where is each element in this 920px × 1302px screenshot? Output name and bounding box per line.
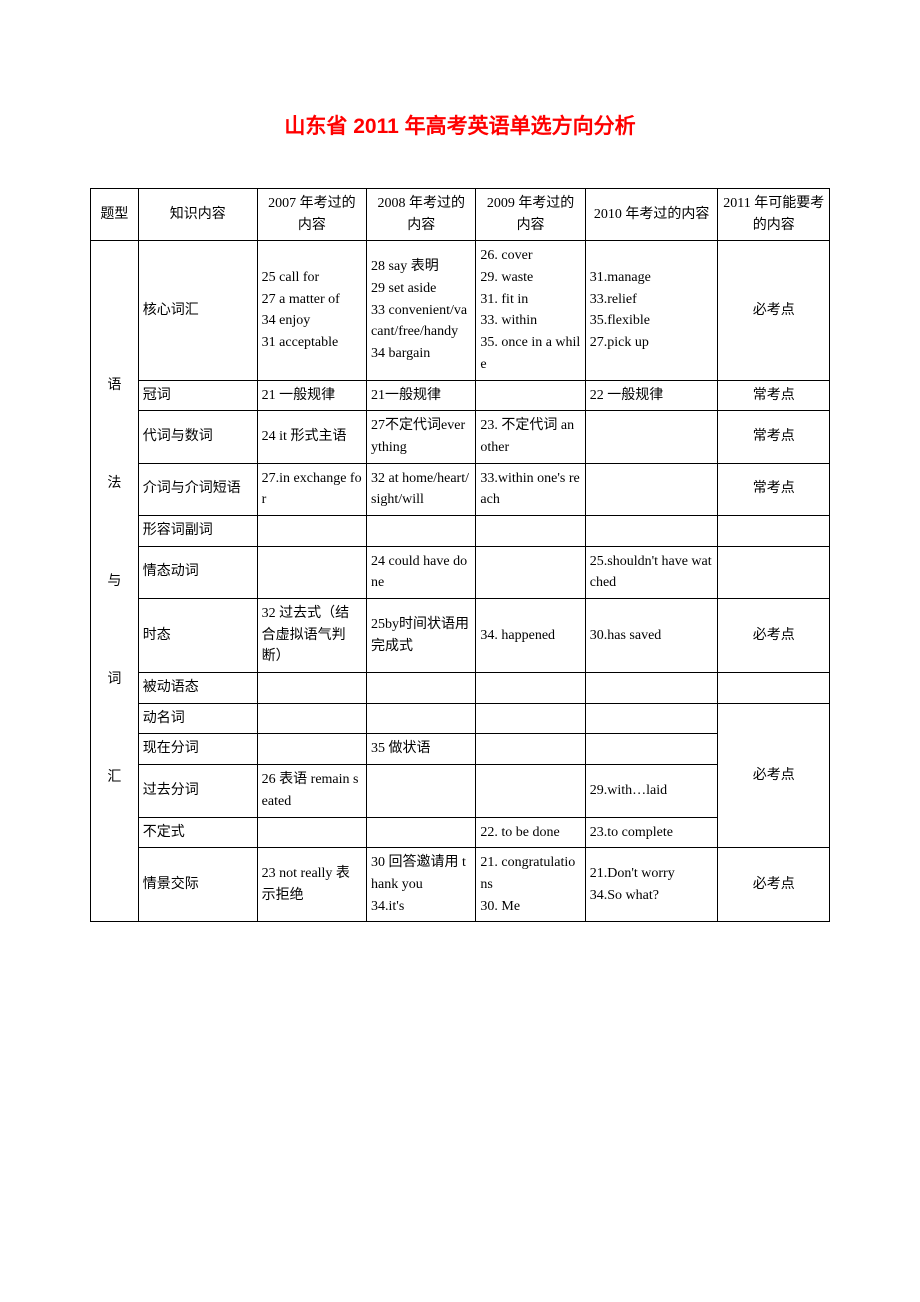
cell-2009: 22. to be done bbox=[476, 817, 585, 848]
cell-2010: 23.to complete bbox=[585, 817, 718, 848]
cell-2009 bbox=[476, 703, 585, 734]
cell-2007 bbox=[257, 703, 366, 734]
cell-2008: 32 at home/heart/sight/will bbox=[367, 463, 476, 515]
cell-2011: 必考点 bbox=[718, 241, 830, 380]
topic-cell: 核心词汇 bbox=[138, 241, 257, 380]
table-row: 情景交际 23 not really 表示拒绝 30 回答邀请用 thank y… bbox=[91, 848, 830, 922]
table-row: 被动语态 bbox=[91, 673, 830, 704]
topic-cell: 被动语态 bbox=[138, 673, 257, 704]
cell-2009 bbox=[476, 734, 585, 765]
col-header-type: 题型 bbox=[91, 189, 139, 241]
col-header-2011: 2011 年可能要考的内容 bbox=[718, 189, 830, 241]
cell-2011: 必考点 bbox=[718, 599, 830, 673]
table-row: 形容词副词 bbox=[91, 515, 830, 546]
topic-cell: 时态 bbox=[138, 599, 257, 673]
topic-cell: 情态动词 bbox=[138, 546, 257, 598]
cell-2010: 22 一般规律 bbox=[585, 380, 718, 411]
cell-2008 bbox=[367, 765, 476, 817]
cell-2008 bbox=[367, 817, 476, 848]
cell-2010 bbox=[585, 463, 718, 515]
cell-2008 bbox=[367, 673, 476, 704]
topic-cell: 过去分词 bbox=[138, 765, 257, 817]
cell-2008: 30 回答邀请用 thank you34.it's bbox=[367, 848, 476, 922]
cell-2007: 21 一般规律 bbox=[257, 380, 366, 411]
cell-2007 bbox=[257, 734, 366, 765]
cell-2009: 23. 不定代词 another bbox=[476, 411, 585, 463]
col-header-2007: 2007 年考过的内容 bbox=[257, 189, 366, 241]
cell-2010 bbox=[585, 411, 718, 463]
table-header-row: 题型 知识内容 2007 年考过的内容 2008 年考过的内容 2009 年考过… bbox=[91, 189, 830, 241]
topic-cell: 冠词 bbox=[138, 380, 257, 411]
cell-2008: 27不定代词everything bbox=[367, 411, 476, 463]
topic-cell: 不定式 bbox=[138, 817, 257, 848]
cell-2009 bbox=[476, 515, 585, 546]
cell-2007 bbox=[257, 673, 366, 704]
cell-2010: 31.manage33.relief35.flexible27.pick up bbox=[585, 241, 718, 380]
col-header-topic: 知识内容 bbox=[138, 189, 257, 241]
cell-2009 bbox=[476, 765, 585, 817]
cell-2007: 27.in exchange for bbox=[257, 463, 366, 515]
document-page: 山东省 2011 年高考英语单选方向分析 题型 知识内容 2007 年考过的内容… bbox=[0, 0, 920, 982]
cell-2009 bbox=[476, 380, 585, 411]
table-row: 冠词 21 一般规律 21一般规律 22 一般规律 常考点 bbox=[91, 380, 830, 411]
analysis-table: 题型 知识内容 2007 年考过的内容 2008 年考过的内容 2009 年考过… bbox=[90, 188, 830, 922]
cell-2011: 常考点 bbox=[718, 463, 830, 515]
cell-2010 bbox=[585, 734, 718, 765]
cell-2009: 34. happened bbox=[476, 599, 585, 673]
cell-2008: 35 做状语 bbox=[367, 734, 476, 765]
cell-2007 bbox=[257, 817, 366, 848]
topic-cell: 代词与数词 bbox=[138, 411, 257, 463]
table-row: 时态 32 过去式（结合虚拟语气判断） 25by时间状语用完成式 34. hap… bbox=[91, 599, 830, 673]
col-header-2008: 2008 年考过的内容 bbox=[367, 189, 476, 241]
cell-2010 bbox=[585, 515, 718, 546]
cell-2011: 常考点 bbox=[718, 380, 830, 411]
cell-2007 bbox=[257, 515, 366, 546]
table-row: 介词与介词短语 27.in exchange for 32 at home/he… bbox=[91, 463, 830, 515]
cell-2011: 常考点 bbox=[718, 411, 830, 463]
cell-2010 bbox=[585, 673, 718, 704]
topic-cell: 动名词 bbox=[138, 703, 257, 734]
topic-cell: 介词与介词短语 bbox=[138, 463, 257, 515]
table-row: 语 法 与 词 汇 核心词汇 25 call for27 a matter of… bbox=[91, 241, 830, 380]
cell-2008: 21一般规律 bbox=[367, 380, 476, 411]
cell-2007 bbox=[257, 546, 366, 598]
table-row: 情态动词 24 could have done 25.shouldn't hav… bbox=[91, 546, 830, 598]
col-header-2010: 2010 年考过的内容 bbox=[585, 189, 718, 241]
cell-2011 bbox=[718, 546, 830, 598]
page-title: 山东省 2011 年高考英语单选方向分析 bbox=[90, 110, 830, 140]
col-header-2009: 2009 年考过的内容 bbox=[476, 189, 585, 241]
topic-cell: 情景交际 bbox=[138, 848, 257, 922]
topic-cell: 形容词副词 bbox=[138, 515, 257, 546]
cell-2011-merged: 必考点 bbox=[718, 703, 830, 847]
topic-cell: 现在分词 bbox=[138, 734, 257, 765]
cell-2007: 25 call for27 a matter of34 enjoy31 acce… bbox=[257, 241, 366, 380]
cell-2007: 24 it 形式主语 bbox=[257, 411, 366, 463]
table-row: 代词与数词 24 it 形式主语 27不定代词everything 23. 不定… bbox=[91, 411, 830, 463]
cell-2011 bbox=[718, 515, 830, 546]
category-cell: 语 法 与 词 汇 bbox=[91, 241, 139, 922]
cell-2009: 26. cover29. waste31. fit in33. within35… bbox=[476, 241, 585, 380]
cell-2008: 28 say 表明29 set aside33 convenient/vacan… bbox=[367, 241, 476, 380]
cell-2010: 25.shouldn't have watched bbox=[585, 546, 718, 598]
table-row: 动名词 必考点 bbox=[91, 703, 830, 734]
cell-2011 bbox=[718, 673, 830, 704]
cell-2009 bbox=[476, 546, 585, 598]
cell-2009: 33.within one's reach bbox=[476, 463, 585, 515]
cell-2007: 26 表语 remain seated bbox=[257, 765, 366, 817]
cell-2007: 32 过去式（结合虚拟语气判断） bbox=[257, 599, 366, 673]
cell-2009: 21. congratulations30. Me bbox=[476, 848, 585, 922]
cell-2010 bbox=[585, 703, 718, 734]
cell-2008: 24 could have done bbox=[367, 546, 476, 598]
cell-2008 bbox=[367, 703, 476, 734]
cell-2010: 30.has saved bbox=[585, 599, 718, 673]
cell-2010: 29.with…laid bbox=[585, 765, 718, 817]
cell-2011: 必考点 bbox=[718, 848, 830, 922]
cell-2010: 21.Don't worry34.So what? bbox=[585, 848, 718, 922]
cell-2008 bbox=[367, 515, 476, 546]
cell-2009 bbox=[476, 673, 585, 704]
cell-2007: 23 not really 表示拒绝 bbox=[257, 848, 366, 922]
cell-2008: 25by时间状语用完成式 bbox=[367, 599, 476, 673]
